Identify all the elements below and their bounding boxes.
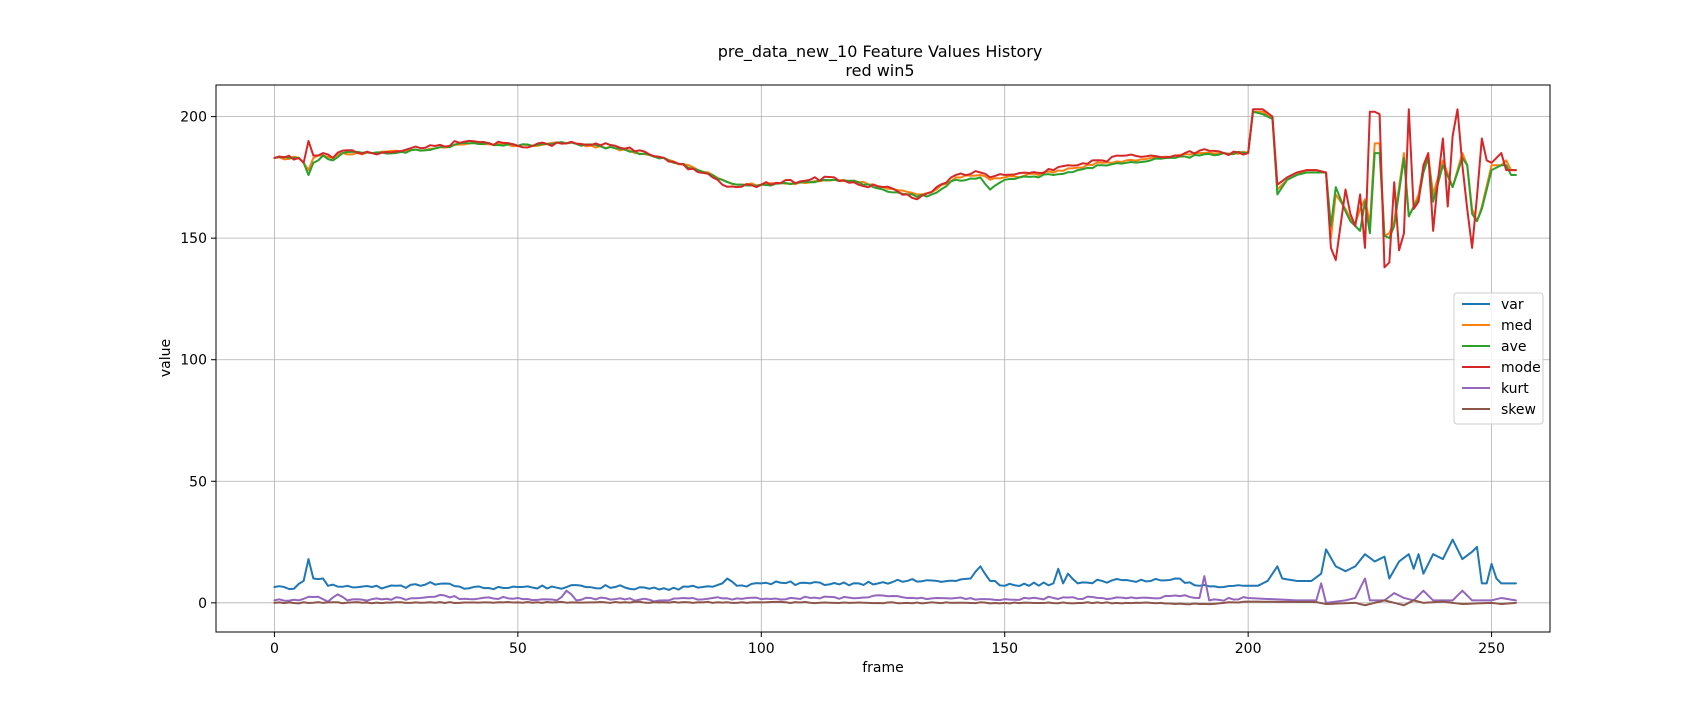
x-tick-label: 150 [991,641,1018,657]
series-line-ave [273,110,1517,240]
legend-label-med: med [1501,318,1532,334]
series-line-skew [273,599,1517,607]
chart-title: pre_data_new_10 Feature Values History [718,42,1043,62]
series-line-kurt [273,575,1517,604]
x-tick-label: 100 [748,641,775,657]
x-tick-label: 0 [270,641,279,657]
y-axis-label: value [158,339,174,377]
plot-area [215,84,1551,633]
legend-label-kurt: kurt [1501,381,1529,397]
y-tick-label: 200 [180,110,207,126]
x-tick-label: 250 [1478,641,1505,657]
y-tick-label: 150 [180,231,207,247]
legend-label-var: var [1501,297,1524,313]
series-line-var [273,538,1517,591]
series-layer [273,108,1517,607]
grid [216,85,1550,632]
chart-subtitle: red win5 [845,61,914,80]
y-axis-ticks: 0 50 100 150 200 [180,110,216,612]
x-tick-label: 200 [1235,641,1262,657]
x-tick-label: 50 [509,641,527,657]
series-line-mode [273,108,1517,269]
x-axis-ticks: 0 50 100 150 200 250 [270,632,1505,657]
y-tick-label: 0 [198,596,207,612]
y-tick-label: 100 [180,353,207,369]
y-tick-label: 50 [189,474,207,490]
legend-label-mode: mode [1501,360,1541,376]
legend-label-ave: ave [1501,339,1526,355]
legend: var med ave mode kurt skew [1453,292,1544,425]
x-axis-label: frame [862,660,904,676]
legend-label-skew: skew [1501,402,1536,418]
